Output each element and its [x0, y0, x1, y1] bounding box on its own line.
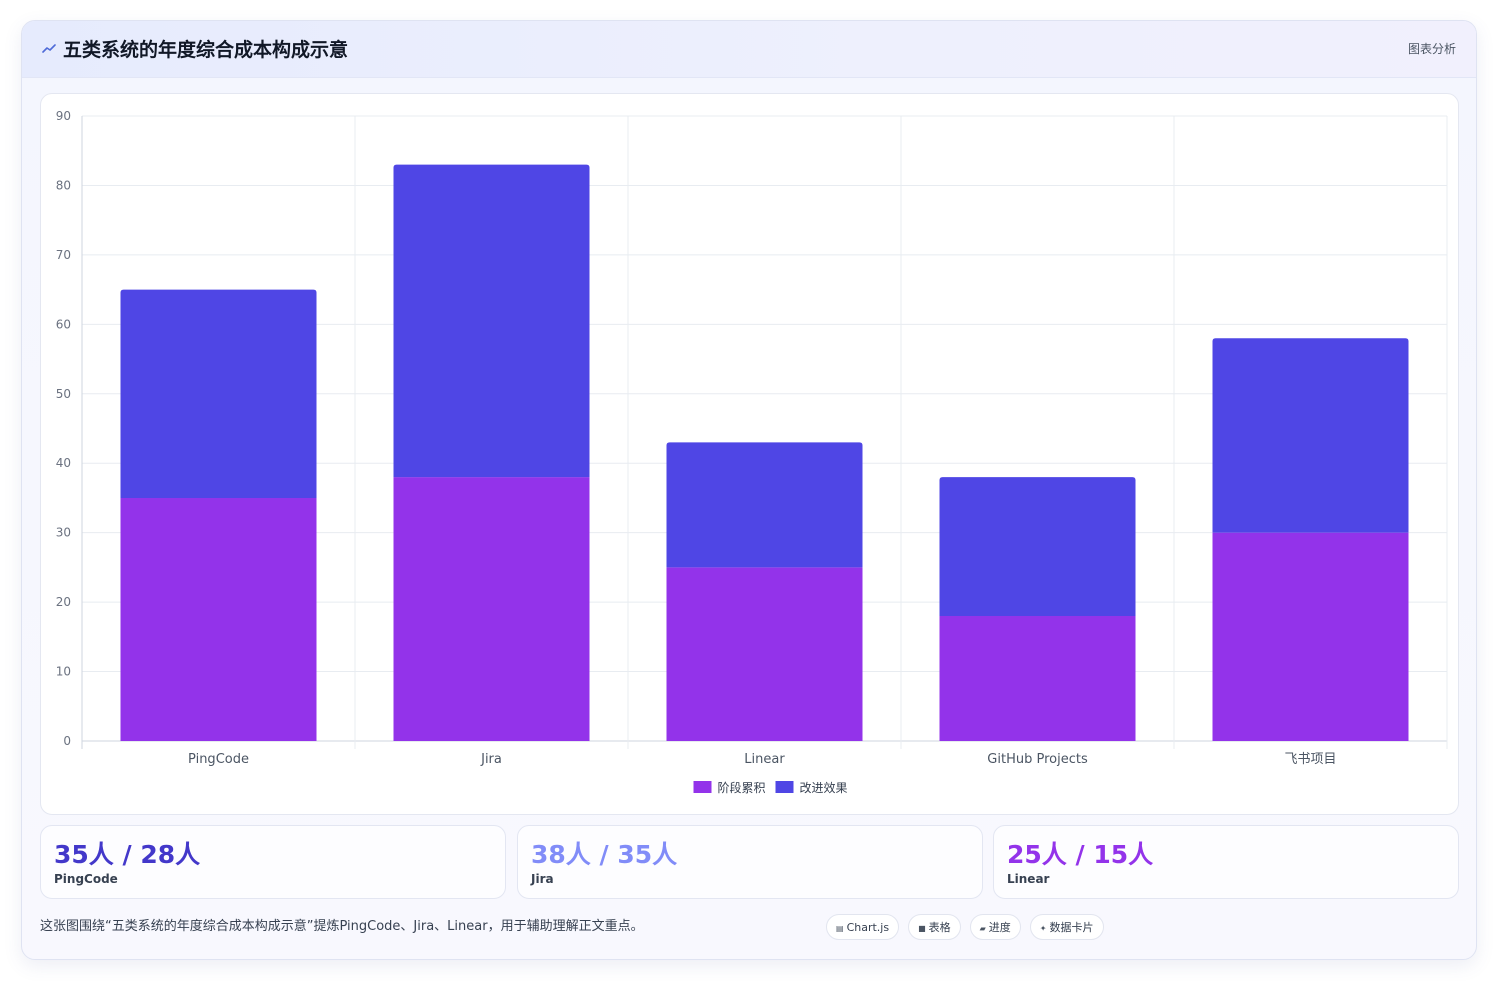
progress-icon: ▰	[979, 924, 986, 933]
x-tick-label: GitHub Projects	[987, 752, 1088, 767]
table-icon: ■	[918, 924, 926, 933]
stat-value: 38人 / 35人	[531, 840, 678, 869]
x-tick-label: PingCode	[188, 752, 249, 767]
legend-swatch	[693, 781, 712, 793]
bar-segment	[393, 164, 590, 478]
tag-label: 数据卡片	[1049, 921, 1094, 934]
stat-label: Jira	[531, 872, 554, 886]
y-tick-label: 90	[56, 109, 71, 123]
chart-analysis-link[interactable]: 图表分析	[1407, 42, 1456, 56]
chart-card: 五类系统的年度综合成本构成示意 图表分析 0 10 20 30 40 50 60 70 80 90…	[21, 20, 1477, 960]
y-tick-label: 70	[56, 248, 71, 262]
y-tick-label: 0	[63, 734, 71, 748]
tag-label: 进度	[988, 921, 1011, 934]
legend-swatch	[775, 781, 794, 793]
trend-line-icon	[42, 44, 56, 53]
bar-segment	[1212, 532, 1409, 741]
page-title: 五类系统的年度综合成本构成示意	[63, 39, 349, 61]
card-header: 五类系统的年度综合成本构成示意 图表分析	[22, 21, 1476, 78]
stat-card-pingcode: 35人 / 28人 PingCode	[40, 825, 506, 899]
x-tick-label: 飞书项目	[1284, 752, 1336, 767]
y-tick-label: 40	[56, 456, 71, 470]
y-tick-label: 20	[56, 595, 71, 609]
tag-chartjs[interactable]: ▤ Chart.js	[826, 914, 900, 940]
legend-label: 阶段累积	[718, 780, 766, 795]
bar-segment	[939, 477, 1136, 616]
y-tick-label: 80	[56, 178, 71, 192]
stat-label: PingCode	[54, 872, 118, 886]
bar-segment	[120, 289, 317, 498]
sparkle-icon: ✦	[1039, 924, 1047, 933]
bar-segment	[1212, 338, 1409, 533]
stat-value: 25人 / 15人	[1007, 840, 1154, 869]
tag-list: ▤ Chart.js ■ 表格 ▰ 进度 ✦ 数据卡片	[826, 914, 1104, 940]
stat-value: 35人 / 28人	[54, 840, 201, 869]
bar-segment	[393, 477, 590, 741]
x-tick-label: Jira	[480, 752, 502, 767]
bar-segment	[939, 616, 1136, 741]
tag-label: 表格	[928, 921, 951, 934]
y-tick-label: 10	[56, 665, 71, 679]
tag-progress[interactable]: ▰ 进度	[969, 914, 1021, 940]
tag-data-card[interactable]: ✦ 数据卡片	[1029, 914, 1104, 940]
tag-table[interactable]: ■ 表格	[908, 914, 961, 940]
chart-icon: ▤	[836, 924, 844, 933]
bar-segment	[120, 497, 317, 741]
bar-segment	[666, 567, 863, 741]
y-tick-label: 30	[56, 526, 71, 540]
stat-label: Linear	[1007, 872, 1050, 886]
legend-label: 改进效果	[800, 780, 848, 795]
stat-card-jira: 38人 / 35人 Jira	[517, 825, 983, 899]
tag-label: Chart.js	[846, 921, 890, 934]
y-tick-label: 50	[56, 387, 71, 401]
stat-card-linear: 25人 / 15人 Linear	[993, 825, 1459, 899]
x-tick-label: Linear	[744, 752, 785, 767]
y-tick-label: 60	[56, 317, 71, 331]
chart-panel: 0 10 20 30 40 50 60 70 80 90 PingCode Jira Linear Git…	[40, 93, 1459, 815]
stacked-bar-chart: 0 10 20 30 40 50 60 70 80 90 PingCode Jira Linear Git…	[56, 109, 1448, 795]
bar-segment	[666, 442, 863, 568]
chart-caption: 这张图围绕“五类系统的年度综合成本构成示意”提炼PingCode、Jira、Li…	[40, 919, 644, 934]
